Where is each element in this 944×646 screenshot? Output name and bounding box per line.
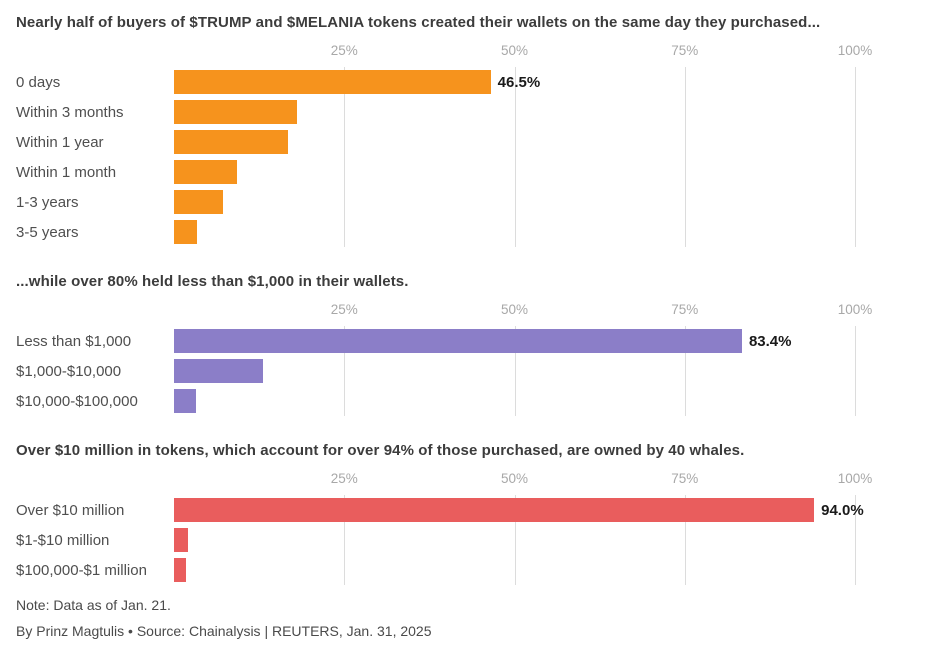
x-axis-tick-label: 50% bbox=[500, 471, 529, 486]
bar bbox=[174, 558, 187, 582]
category-label: $10,000-$100,000 bbox=[16, 392, 138, 410]
bar bbox=[174, 190, 224, 214]
value-label: 83.4% bbox=[748, 332, 792, 350]
bar-area bbox=[174, 160, 855, 184]
chart-title: Nearly half of buyers of $TRUMP and $MEL… bbox=[16, 14, 821, 31]
category-label: $1,000-$10,000 bbox=[16, 362, 122, 380]
bar-chart-section: Over $10 million in tokens, which accoun… bbox=[16, 442, 944, 585]
gridlines bbox=[174, 67, 856, 247]
bar-row: 1-3 years bbox=[16, 187, 944, 217]
gridline bbox=[514, 326, 516, 416]
chart-title: Over $10 million in tokens, which accoun… bbox=[16, 442, 745, 459]
chart-footer: Note: Data as of Jan. 21. By Prinz Magtu… bbox=[0, 597, 944, 639]
bar-row: Over $10 million 94.0% bbox=[16, 495, 944, 525]
category-label: Over $10 million bbox=[16, 501, 125, 519]
gridline bbox=[514, 67, 516, 247]
category-label: Within 3 months bbox=[16, 103, 124, 121]
gridline bbox=[344, 326, 346, 416]
category-label: 1-3 years bbox=[16, 193, 79, 211]
gridline bbox=[344, 495, 346, 585]
x-axis-tick-row: 25% 50% 75% 100% bbox=[174, 302, 873, 319]
category-label: Within 1 year bbox=[16, 133, 104, 151]
x-axis-tick-label: 100% bbox=[837, 302, 873, 317]
chart-title: ...while over 80% held less than $1,000 … bbox=[16, 273, 409, 290]
x-axis-tick-label: 25% bbox=[330, 302, 358, 317]
bar bbox=[174, 359, 263, 383]
bar-row: Within 1 month bbox=[16, 157, 944, 187]
gridline bbox=[684, 495, 686, 585]
bar bbox=[174, 70, 491, 94]
bar-area bbox=[174, 528, 855, 552]
bar-row: 3-5 years bbox=[16, 217, 944, 247]
category-label: Within 1 month bbox=[16, 163, 117, 181]
x-axis-tick-label: 50% bbox=[500, 43, 529, 58]
bar bbox=[174, 220, 198, 244]
x-axis-tick-row: 25% 50% 75% 100% bbox=[174, 43, 873, 60]
chart-plot: Less than $1,000 83.4% $1,000-$10,000 $10,0… bbox=[16, 326, 944, 416]
bar bbox=[174, 130, 289, 154]
bar-row: Less than $1,000 83.4% bbox=[16, 326, 944, 356]
chart-page: Nearly half of buyers of $TRUMP and $MEL… bbox=[16, 14, 944, 585]
bar bbox=[174, 389, 196, 413]
bar-area: 83.4% bbox=[174, 329, 855, 353]
gridline bbox=[344, 67, 346, 247]
gridlines bbox=[174, 495, 856, 585]
bar-row: $1-$10 million bbox=[16, 525, 944, 555]
bar-area: 94.0% bbox=[174, 498, 864, 522]
gridline bbox=[855, 495, 856, 585]
x-axis-tick-row: 25% 50% 75% 100% bbox=[174, 471, 873, 488]
bar-row: $100,000-$1 million bbox=[16, 555, 944, 585]
byline-source: By Prinz Magtulis • Source: Chainalysis … bbox=[16, 623, 432, 639]
x-axis-tick-label: 100% bbox=[837, 43, 873, 58]
bar-row: Within 1 year bbox=[16, 127, 944, 157]
gridline bbox=[855, 326, 856, 416]
x-axis-tick-label: 50% bbox=[500, 302, 529, 317]
bar-area bbox=[174, 558, 855, 582]
bar bbox=[174, 160, 237, 184]
gridline bbox=[514, 495, 516, 585]
value-label: 46.5% bbox=[497, 73, 541, 91]
data-note: Note: Data as of Jan. 21. bbox=[16, 597, 171, 613]
bar-chart-section: Nearly half of buyers of $TRUMP and $MEL… bbox=[16, 14, 944, 247]
gridline bbox=[855, 67, 856, 247]
x-axis-tick-label: 25% bbox=[330, 43, 358, 58]
bar bbox=[174, 100, 297, 124]
category-label: $1-$10 million bbox=[16, 531, 110, 549]
bar-area bbox=[174, 100, 855, 124]
bar-row: Within 3 months bbox=[16, 97, 944, 127]
bar-area: 46.5% bbox=[174, 70, 855, 94]
x-axis-tick-label: 75% bbox=[671, 471, 699, 486]
bar-area bbox=[174, 220, 855, 244]
bar-row: $1,000-$10,000 bbox=[16, 356, 944, 386]
chart-plot: Over $10 million 94.0% $1-$10 million $100,… bbox=[16, 495, 944, 585]
x-axis-tick-label: 75% bbox=[671, 43, 699, 58]
bar-area bbox=[174, 130, 855, 154]
gridline bbox=[684, 67, 686, 247]
bar bbox=[174, 329, 742, 353]
bar-row: $10,000-$100,000 bbox=[16, 386, 944, 416]
gridlines bbox=[174, 326, 856, 416]
chart-plot: 0 days 46.5% Within 3 months Within 1 year W… bbox=[16, 67, 944, 247]
bar bbox=[174, 498, 815, 522]
bar-area bbox=[174, 190, 855, 214]
bar bbox=[174, 528, 188, 552]
category-label: $100,000-$1 million bbox=[16, 561, 147, 579]
category-label: 0 days bbox=[16, 73, 61, 91]
bar-area bbox=[174, 389, 855, 413]
x-axis-tick-label: 75% bbox=[671, 302, 699, 317]
value-label: 94.0% bbox=[821, 501, 864, 519]
category-label: 3-5 years bbox=[16, 223, 79, 241]
gridline bbox=[684, 326, 686, 416]
bar-chart-section: ...while over 80% held less than $1,000 … bbox=[16, 273, 944, 416]
x-axis-tick-label: 25% bbox=[330, 471, 358, 486]
x-axis-tick-label: 100% bbox=[837, 471, 873, 486]
bar-area bbox=[174, 359, 855, 383]
bar-row: 0 days 46.5% bbox=[16, 67, 944, 97]
category-label: Less than $1,000 bbox=[16, 332, 132, 350]
